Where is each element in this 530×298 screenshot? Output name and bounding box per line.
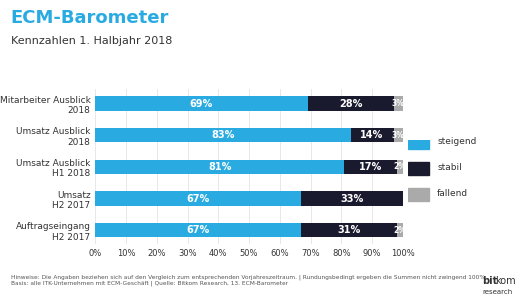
Text: fallend: fallend xyxy=(437,189,469,198)
Text: bit: bit xyxy=(482,276,498,286)
Text: 3%: 3% xyxy=(392,131,404,140)
Bar xyxy=(302,223,396,237)
Text: 83%: 83% xyxy=(211,130,235,140)
Text: 69%: 69% xyxy=(190,99,213,108)
Text: research: research xyxy=(482,289,513,295)
Text: 67%: 67% xyxy=(187,193,210,204)
Bar xyxy=(396,223,403,237)
Text: steigend: steigend xyxy=(437,137,476,146)
Bar xyxy=(396,160,403,174)
Text: kom: kom xyxy=(496,276,516,286)
Bar xyxy=(95,160,344,174)
Bar xyxy=(350,128,394,142)
Text: 31%: 31% xyxy=(338,225,360,235)
Bar xyxy=(394,97,403,111)
Text: stabil: stabil xyxy=(437,163,462,172)
Bar xyxy=(302,191,403,206)
Bar xyxy=(344,160,396,174)
Bar xyxy=(394,128,403,142)
FancyBboxPatch shape xyxy=(408,162,429,175)
FancyBboxPatch shape xyxy=(408,188,429,201)
Bar xyxy=(95,128,350,142)
Text: 28%: 28% xyxy=(339,99,362,108)
Text: 67%: 67% xyxy=(187,225,210,235)
Bar xyxy=(95,97,307,111)
Bar xyxy=(307,97,394,111)
Bar xyxy=(95,223,302,237)
Text: ECM-Barometer: ECM-Barometer xyxy=(11,9,169,27)
Text: 14%: 14% xyxy=(360,130,384,140)
Text: Hinweise: Die Angaben beziehen sich auf den Vergleich zum entsprechenden Vorjahr: Hinweise: Die Angaben beziehen sich auf … xyxy=(11,274,487,286)
Text: 81%: 81% xyxy=(208,162,232,172)
Text: 33%: 33% xyxy=(340,193,364,204)
Text: 3%: 3% xyxy=(392,99,404,108)
Text: 17%: 17% xyxy=(359,162,382,172)
Text: 2%: 2% xyxy=(393,162,406,171)
Bar xyxy=(95,191,302,206)
FancyBboxPatch shape xyxy=(408,136,429,149)
Text: Kennzahlen 1. Halbjahr 2018: Kennzahlen 1. Halbjahr 2018 xyxy=(11,36,172,46)
Text: 2%: 2% xyxy=(393,226,406,235)
